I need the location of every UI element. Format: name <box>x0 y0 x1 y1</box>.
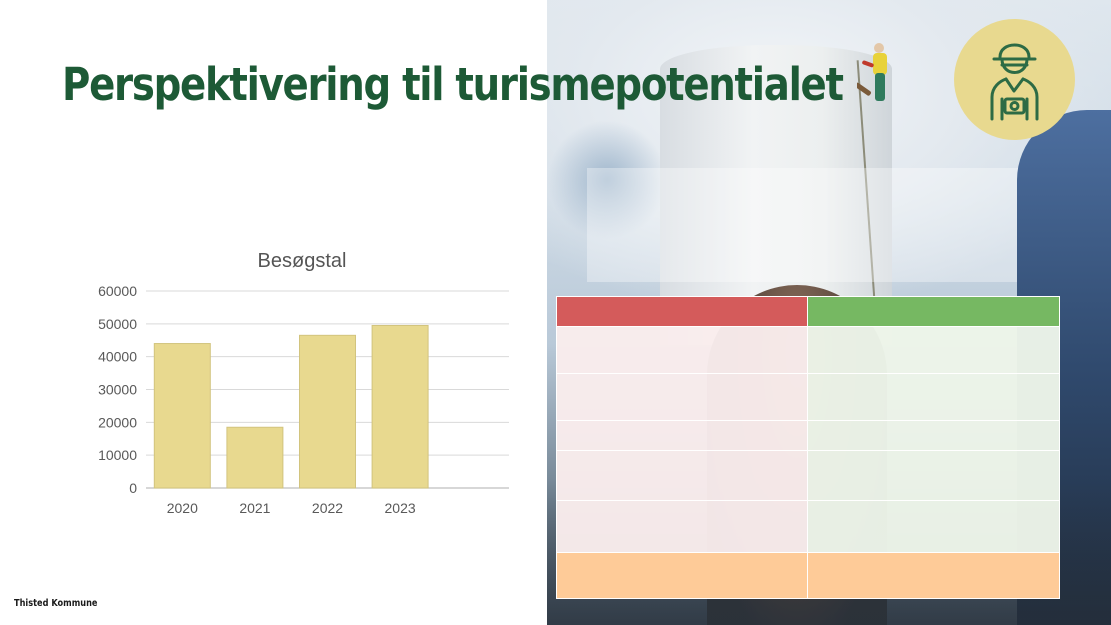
header-cons <box>556 296 808 327</box>
pros-cons-grid <box>556 296 1060 599</box>
table-header-row <box>556 296 1060 327</box>
table-row <box>556 326 1060 374</box>
slide-title: Perspektivering til turismepotentialet <box>62 58 844 111</box>
y-tick-label: 0 <box>129 480 137 496</box>
tourist-badge <box>954 19 1075 140</box>
table-row <box>556 373 1060 421</box>
table-cell[interactable] <box>556 500 808 553</box>
table-footer-row <box>556 552 1060 599</box>
table-cell[interactable] <box>807 500 1060 553</box>
table-footer-cell[interactable] <box>807 552 1060 599</box>
table-row <box>556 420 1060 451</box>
x-tick-label: 2022 <box>312 500 343 516</box>
x-tick-label: 2023 <box>385 500 416 516</box>
y-tick-label: 30000 <box>98 382 137 398</box>
table-footer-cell[interactable] <box>556 552 808 599</box>
visitors-chart: Besøgstal 0 10000 20000 30000 40000 50000 6000… <box>80 240 520 530</box>
x-axis-ticks: 2020 2021 2022 2023 <box>167 500 416 516</box>
table-cell[interactable] <box>556 373 808 421</box>
bar <box>371 324 429 489</box>
chart-bars <box>153 324 429 489</box>
table-cell[interactable] <box>556 420 808 451</box>
pros-cons-table <box>556 296 1060 599</box>
x-tick-label: 2021 <box>239 500 270 516</box>
footer-organization: Thisted Kommune <box>14 598 98 609</box>
chart-canvas: Besøgstal 0 10000 20000 30000 40000 50000 6000… <box>98 250 509 516</box>
x-tick-label: 2020 <box>167 500 198 516</box>
table-cell[interactable] <box>807 420 1060 451</box>
table-cell[interactable] <box>556 450 808 501</box>
y-tick-label: 20000 <box>98 414 137 430</box>
bar <box>153 343 211 489</box>
header-pros <box>807 296 1060 327</box>
table-row <box>556 450 1060 501</box>
chart-title: Besøgstal <box>258 250 347 272</box>
y-tick-label: 40000 <box>98 349 137 365</box>
y-tick-label: 50000 <box>98 316 137 332</box>
climber-figure <box>857 43 887 101</box>
y-axis-ticks: 0 10000 20000 30000 40000 50000 60000 <box>98 283 137 496</box>
y-tick-label: 60000 <box>98 283 137 299</box>
table-row <box>556 500 1060 553</box>
light-band <box>587 168 1083 282</box>
table-cell[interactable] <box>556 326 808 374</box>
bar <box>299 334 356 489</box>
bar <box>226 426 284 489</box>
y-tick-label: 10000 <box>98 447 137 463</box>
tourist-icon <box>990 43 1039 121</box>
table-cell[interactable] <box>807 450 1060 501</box>
table-cell[interactable] <box>807 373 1060 421</box>
table-cell[interactable] <box>807 326 1060 374</box>
sky-patch <box>547 120 667 240</box>
